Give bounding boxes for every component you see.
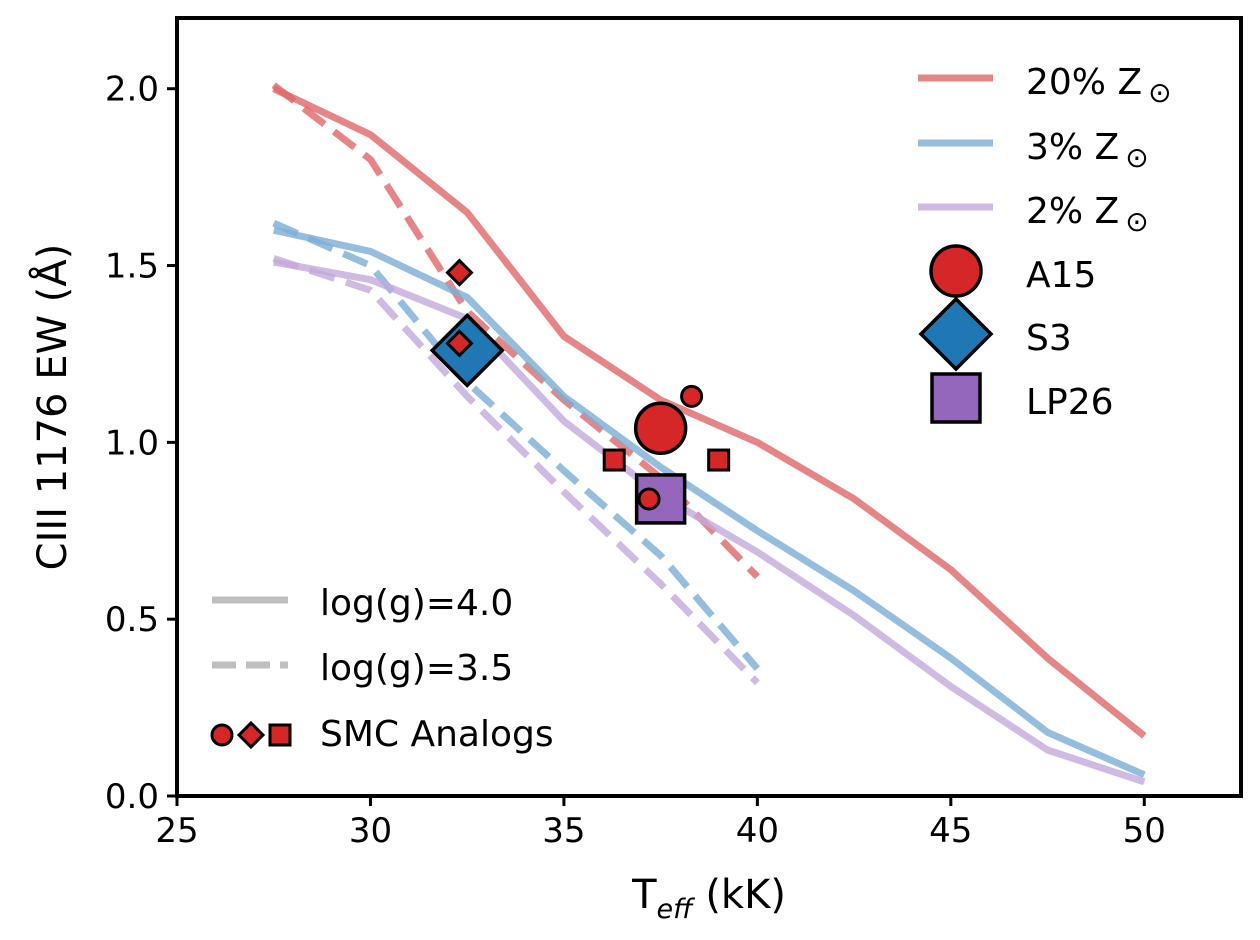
legend-marker-s3 — [918, 296, 994, 372]
series-line-2pct-solid — [273, 258, 1146, 786]
legend-label-20-z: 20% Z ⊙ — [1026, 62, 1172, 109]
series-lines — [271, 82, 1147, 786]
smc-analog-diamond-1 — [445, 258, 474, 287]
plot-frame — [175, 16, 1243, 798]
legend-label-s3: S3 — [1026, 318, 1072, 359]
series-line-20pct-solid — [272, 85, 1147, 739]
y-tick-label: 0.5 — [105, 600, 159, 640]
legend-label-log-g-4-0: log(g)=4.0 — [320, 583, 513, 624]
smc-analog-diamond-2 — [445, 329, 474, 358]
legend-marker-lp26 — [930, 372, 982, 424]
legend-upper: 20% Z ⊙ 3% Z ⊙ 2% Z ⊙ A15 S3 LP26 — [918, 62, 1172, 424]
legend-label-a15: A15 — [1026, 255, 1096, 296]
legend-analog-square-marker — [268, 723, 292, 747]
smc-analog-circle-2 — [637, 487, 661, 511]
legend-label-log-g-3-5: log(g)=3.5 — [320, 648, 513, 689]
x-axis-ticks: 25 30 35 40 45 50 — [155, 796, 1166, 851]
x-tick-label: 45 — [929, 811, 972, 851]
x-axis-label: Teff (kK) — [631, 872, 786, 925]
y-tick-label: 1.0 — [105, 423, 159, 463]
legend-marker-a15 — [929, 244, 983, 298]
point-s3 — [429, 312, 505, 388]
legend-analog-circle-marker — [210, 723, 234, 747]
legend-label-lp26: LP26 — [1026, 382, 1114, 423]
legend-label-smc-analogs: SMC Analogs — [320, 714, 554, 755]
x-axis-label-subscript: eff — [657, 894, 696, 925]
x-tick-label: 40 — [736, 811, 779, 851]
legend-label-2-z: 2% Z ⊙ — [1026, 191, 1149, 238]
smc-analog-square-2 — [707, 448, 731, 472]
smc-analog-circle-1 — [680, 384, 704, 408]
x-tick-label: 35 — [542, 811, 585, 851]
y-tick-label: 0.0 — [105, 777, 159, 817]
sun-symbol-icon: ⊙ — [1125, 205, 1148, 238]
series-line-3pct-solid — [272, 226, 1146, 779]
legend-analog-diamond-marker — [236, 720, 266, 750]
y-axis-ticks: 0.0 0.5 1.0 1.5 2.0 — [105, 70, 177, 817]
x-tick-label: 30 — [349, 811, 392, 851]
legend-lower: log(g)=4.0 log(g)=3.5 SMC Analogs — [210, 583, 554, 755]
y-tick-label: 1.5 — [105, 247, 159, 287]
y-tick-label: 2.0 — [105, 70, 159, 110]
sun-symbol-icon: ⊙ — [1148, 76, 1171, 109]
x-tick-label: 25 — [155, 811, 198, 851]
data-points — [429, 258, 731, 525]
series-line-2pct-dashed — [272, 255, 760, 686]
point-a15 — [633, 401, 688, 455]
smc-analog-square-1 — [602, 448, 626, 472]
legend-label-3-z: 3% Z ⊙ — [1026, 127, 1149, 174]
series-line-3pct-dashed — [272, 219, 761, 671]
x-tick-label: 50 — [1123, 811, 1166, 851]
sun-symbol-icon: ⊙ — [1125, 141, 1148, 174]
y-axis-label: CIII 1176 EW (Å) — [28, 244, 76, 571]
